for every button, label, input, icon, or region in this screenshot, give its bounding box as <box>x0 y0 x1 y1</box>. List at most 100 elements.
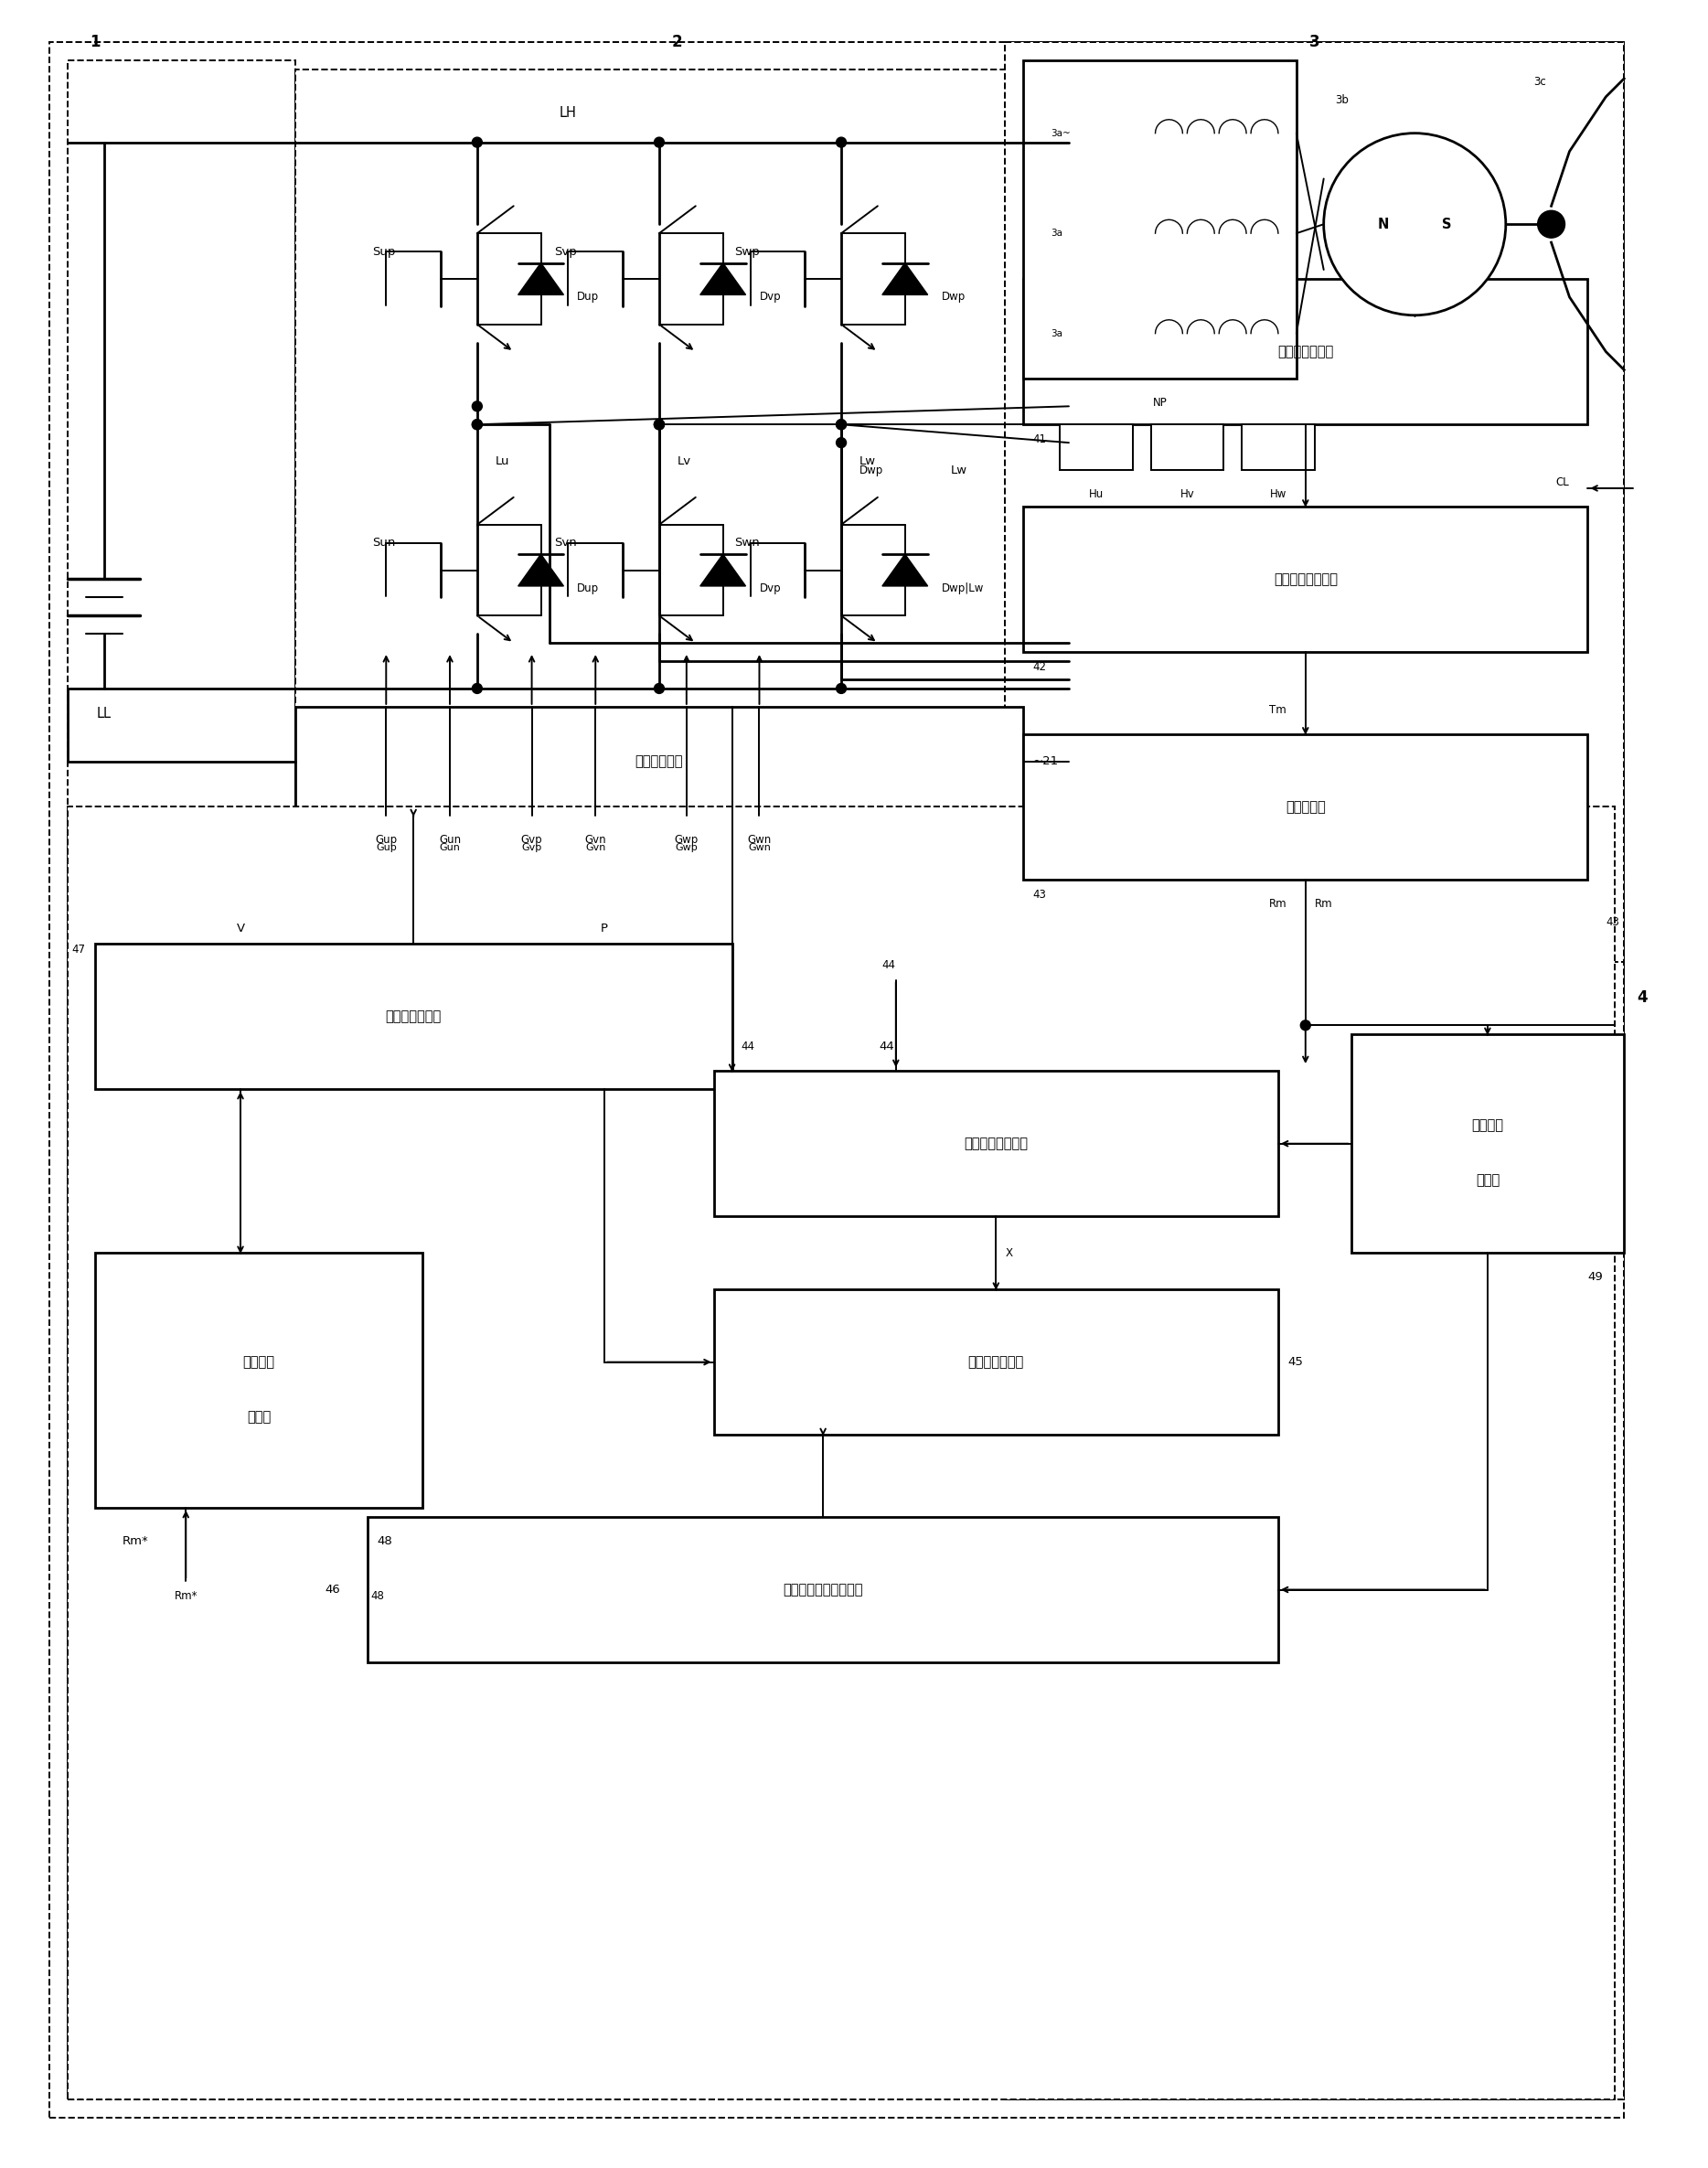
Text: 4: 4 <box>1636 991 1648 1006</box>
Circle shape <box>654 418 664 429</box>
Text: 保持部: 保持部 <box>1476 1173 1500 1186</box>
Polygon shape <box>883 262 927 295</box>
Text: 44: 44 <box>880 1041 895 1054</box>
Text: NP: NP <box>1153 397 1167 410</box>
Text: Gwn: Gwn <box>748 843 770 852</box>
Text: Gvp: Gvp <box>521 835 543 846</box>
Bar <box>96 1253 422 1507</box>
Bar <box>1151 425 1223 470</box>
Text: CL: CL <box>1556 477 1570 488</box>
Bar <box>1004 41 1624 1025</box>
Text: 43: 43 <box>1032 889 1045 900</box>
Text: 44: 44 <box>741 1041 755 1054</box>
Polygon shape <box>518 262 564 295</box>
Circle shape <box>1324 132 1506 314</box>
Text: Rm*: Rm* <box>123 1535 149 1548</box>
Circle shape <box>654 137 664 147</box>
Text: Gun: Gun <box>439 835 461 846</box>
Bar <box>1351 1034 1624 1253</box>
Text: Rm*: Rm* <box>174 1589 198 1602</box>
Text: Sun: Sun <box>372 538 395 549</box>
Text: Gvn: Gvn <box>586 843 606 852</box>
Bar <box>1242 425 1315 470</box>
Text: 电压相位超前角计算部: 电压相位超前角计算部 <box>782 1583 863 1596</box>
Bar <box>295 707 1023 815</box>
Text: Lu: Lu <box>495 455 509 466</box>
Polygon shape <box>700 555 746 585</box>
Text: LL: LL <box>97 707 111 720</box>
Text: Lv: Lv <box>678 455 692 466</box>
Circle shape <box>837 683 845 694</box>
Text: 43: 43 <box>1606 917 1619 928</box>
Text: 3a: 3a <box>1050 330 1062 338</box>
Circle shape <box>654 418 664 429</box>
Text: Rm: Rm <box>1269 898 1288 911</box>
Text: Gwp: Gwp <box>675 843 699 852</box>
Text: Lw: Lw <box>859 455 876 466</box>
Text: Dup: Dup <box>577 583 600 594</box>
Bar <box>1023 735 1588 880</box>
Circle shape <box>837 137 845 147</box>
Circle shape <box>471 683 482 694</box>
Bar <box>1004 963 1624 2099</box>
Text: ~21: ~21 <box>1032 754 1059 767</box>
Text: Hu: Hu <box>1088 488 1103 501</box>
Bar <box>714 1071 1278 1216</box>
Text: 栅极驱动电路: 栅极驱动电路 <box>635 754 683 767</box>
Bar <box>295 69 1069 1344</box>
Bar <box>96 943 733 1088</box>
Text: 计算部: 计算部 <box>246 1409 270 1424</box>
Polygon shape <box>518 555 564 585</box>
Text: 转子电角度计算部: 转子电角度计算部 <box>963 1136 1028 1151</box>
Circle shape <box>471 137 482 147</box>
Text: Dvp: Dvp <box>760 291 781 304</box>
Text: Gup: Gup <box>376 835 398 846</box>
Text: 42: 42 <box>1032 661 1045 672</box>
Text: X: X <box>1004 1247 1013 1260</box>
Circle shape <box>471 418 482 429</box>
Bar <box>367 1518 1278 1663</box>
Text: Svn: Svn <box>555 538 577 549</box>
Text: 转速计算部: 转速计算部 <box>1286 800 1325 813</box>
Text: Dup: Dup <box>577 291 600 304</box>
Text: Hv: Hv <box>1180 488 1194 501</box>
Text: Gvp: Gvp <box>521 843 541 852</box>
Text: Gwn: Gwn <box>748 835 772 846</box>
Bar <box>68 806 1616 2099</box>
Text: 相位模式检测部: 相位模式检测部 <box>1278 345 1334 358</box>
Text: 1: 1 <box>89 35 101 50</box>
Bar <box>714 1290 1278 1435</box>
Text: 2: 2 <box>671 35 683 50</box>
Text: Hw: Hw <box>1269 488 1286 501</box>
Text: Gun: Gun <box>439 843 459 852</box>
Text: 46: 46 <box>325 1585 340 1596</box>
Text: Tm: Tm <box>1269 705 1286 715</box>
Text: 3: 3 <box>1310 35 1320 50</box>
Text: Svp: Svp <box>555 245 577 258</box>
Text: Gwp: Gwp <box>675 835 699 846</box>
Text: Dwp: Dwp <box>941 291 965 304</box>
Circle shape <box>837 438 845 449</box>
Bar <box>1059 425 1132 470</box>
Text: 3a: 3a <box>1050 230 1062 238</box>
Circle shape <box>654 418 664 429</box>
Text: Dwp: Dwp <box>859 464 883 477</box>
Text: S: S <box>1442 217 1452 232</box>
Text: 3c: 3c <box>1534 76 1546 87</box>
Circle shape <box>837 418 845 429</box>
Text: Dvp: Dvp <box>760 583 781 594</box>
Bar <box>68 61 295 2099</box>
Text: 修正数据: 修正数据 <box>1472 1119 1503 1132</box>
Polygon shape <box>700 262 746 295</box>
Circle shape <box>471 418 482 429</box>
Text: 41: 41 <box>1032 434 1045 444</box>
Text: 49: 49 <box>1588 1270 1604 1283</box>
Circle shape <box>1300 1021 1310 1030</box>
Text: Sup: Sup <box>372 245 395 258</box>
Text: Swp: Swp <box>734 245 760 258</box>
Text: Dwp|Lw: Dwp|Lw <box>941 583 984 594</box>
Text: 45: 45 <box>1288 1357 1303 1368</box>
Text: P: P <box>601 921 608 934</box>
Text: Gvn: Gvn <box>584 835 606 846</box>
Text: 3a~: 3a~ <box>1050 128 1071 139</box>
